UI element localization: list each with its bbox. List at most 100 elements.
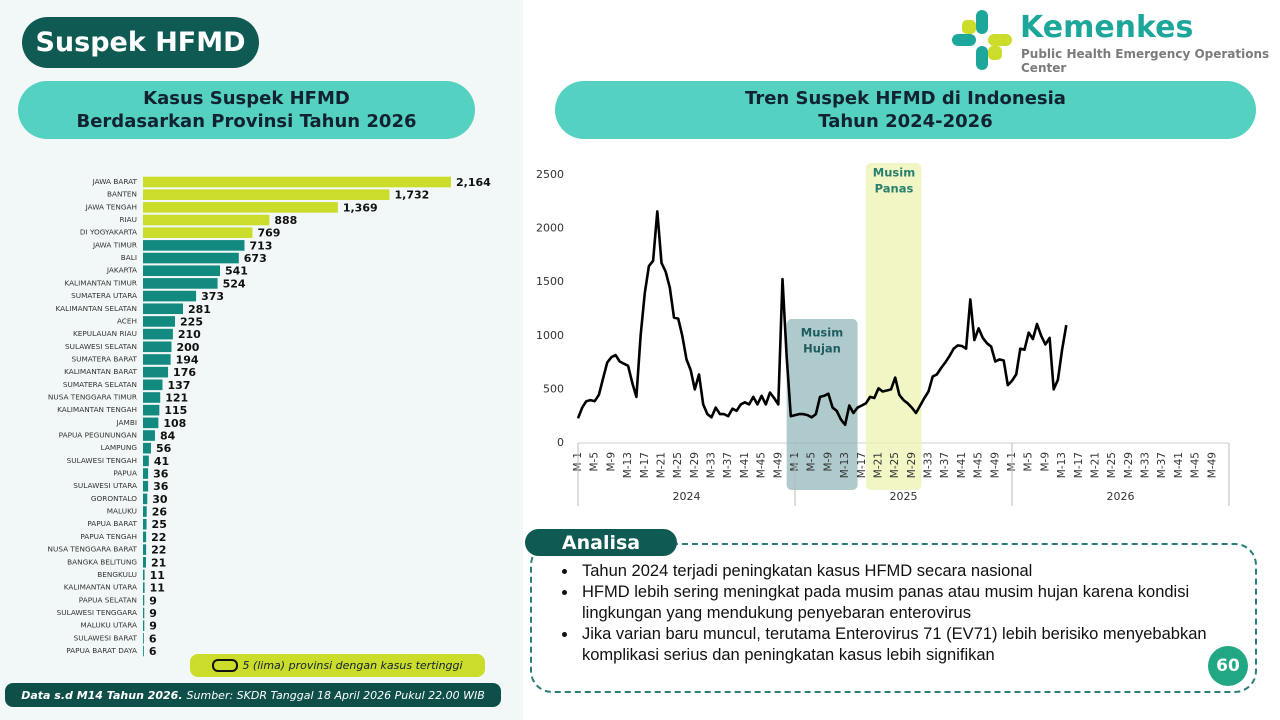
bar bbox=[143, 556, 146, 568]
y-tick-label: 1000 bbox=[536, 329, 564, 342]
x-tick-label: M-25 bbox=[1106, 452, 1118, 478]
x-tick-label: M-37 bbox=[1156, 452, 1168, 478]
category-label: KALIMANTAN SELATAN bbox=[55, 304, 137, 313]
bar bbox=[143, 544, 147, 555]
bar bbox=[143, 227, 253, 239]
x-tick-label: M-9 bbox=[605, 452, 617, 472]
annotation-text: Musim bbox=[801, 326, 843, 340]
category-label: PAPUA SELATAN bbox=[79, 595, 137, 604]
category-label: JAWA BARAT bbox=[92, 177, 138, 186]
analysis-list: Tahun 2024 terjadi peningkatan kasus HFM… bbox=[548, 561, 1250, 666]
x-tick-label: M-41 bbox=[739, 452, 751, 478]
title-line: Tren Suspek HFMD di Indonesia bbox=[745, 88, 1066, 109]
bar bbox=[143, 392, 161, 403]
x-tick-label: M-33 bbox=[706, 452, 718, 478]
x-tick-label: M-9 bbox=[1039, 452, 1051, 472]
x-tick-label: M-9 bbox=[822, 452, 834, 472]
value-label: 115 bbox=[164, 404, 187, 417]
x-tick-label: M-17 bbox=[1073, 452, 1085, 478]
season-band bbox=[865, 163, 922, 490]
group-label: 2024 bbox=[673, 490, 701, 503]
value-label: 541 bbox=[225, 265, 248, 278]
category-label: BALI bbox=[121, 253, 137, 262]
x-tick-label: M-29 bbox=[689, 452, 701, 478]
x-tick-label: M-21 bbox=[872, 452, 884, 478]
bar bbox=[143, 176, 451, 188]
x-tick-label: M-37 bbox=[939, 452, 951, 478]
x-tick-label: M-17 bbox=[856, 452, 868, 478]
title-line: Berdasarkan Provinsi Tahun 2026 bbox=[76, 111, 417, 132]
category-label: PAPUA BARAT bbox=[87, 519, 137, 528]
footnote-text: Sumber: SKDR Tanggal 18 April 2026 Pukul… bbox=[186, 688, 485, 702]
category-label: MALUKU UTARA bbox=[80, 621, 137, 630]
y-tick-label: 2500 bbox=[536, 168, 564, 181]
y-tick-label: 500 bbox=[543, 382, 564, 395]
x-tick-label: M-33 bbox=[1140, 452, 1152, 478]
value-label: 121 bbox=[165, 391, 188, 404]
bar bbox=[143, 417, 159, 429]
x-tick-label: M-5 bbox=[589, 452, 601, 472]
bar bbox=[143, 366, 169, 378]
bar bbox=[143, 455, 149, 467]
bar bbox=[143, 252, 239, 264]
value-label: 6 bbox=[149, 632, 157, 645]
x-tick-label: M-41 bbox=[956, 452, 968, 478]
bar bbox=[143, 341, 172, 353]
analysis-bullet: Jika varian baru muncul, terutama Entero… bbox=[578, 624, 1250, 666]
logo-subtitle: Public Health Emergency Operations Cente… bbox=[1021, 47, 1270, 75]
category-label: JAWA TENGAH bbox=[85, 202, 137, 211]
value-label: 281 bbox=[188, 303, 211, 316]
value-label: 769 bbox=[257, 227, 280, 240]
bar bbox=[143, 189, 390, 200]
category-label: MALUKU bbox=[107, 507, 137, 516]
y-tick-label: 0 bbox=[557, 436, 564, 449]
category-label: KALIMANTAN TIMUR bbox=[64, 278, 137, 287]
category-label: RIAU bbox=[119, 215, 137, 224]
bar bbox=[143, 316, 176, 327]
x-tick-label: M-29 bbox=[906, 452, 918, 478]
value-label: 176 bbox=[173, 366, 196, 379]
page-number: 60 bbox=[1208, 646, 1248, 686]
value-label: 200 bbox=[176, 341, 199, 354]
analysis-bullet: Tahun 2024 terjadi peningkatan kasus HFM… bbox=[578, 561, 1250, 582]
value-label: 524 bbox=[223, 277, 246, 290]
annotation-text: Panas bbox=[875, 182, 914, 196]
bar-chart-title: Kasus Suspek HFMD Berdasarkan Provinsi T… bbox=[18, 81, 475, 139]
line-chart-title: Tren Suspek HFMD di Indonesia Tahun 2024… bbox=[555, 81, 1256, 139]
category-label: PAPUA bbox=[113, 469, 137, 478]
bar bbox=[143, 290, 197, 302]
bar bbox=[143, 202, 338, 213]
x-tick-label: M-33 bbox=[923, 452, 935, 478]
bar bbox=[143, 442, 151, 454]
bar bbox=[143, 506, 147, 517]
value-label: 888 bbox=[274, 214, 297, 227]
bar bbox=[143, 569, 145, 581]
value-label: 26 bbox=[152, 506, 168, 519]
bar bbox=[143, 607, 145, 619]
bar bbox=[143, 303, 183, 315]
y-tick-label: 2000 bbox=[536, 222, 564, 235]
logo-name: Kemenkes bbox=[1020, 10, 1194, 45]
value-label: 9 bbox=[149, 594, 157, 607]
category-label: SUMATERA BARAT bbox=[71, 354, 137, 363]
analysis-box bbox=[530, 543, 1257, 693]
category-label: BENGKULU bbox=[97, 570, 137, 579]
x-tick-label: M-21 bbox=[655, 452, 667, 478]
bar bbox=[143, 354, 171, 365]
bar bbox=[143, 328, 173, 340]
value-label: 9 bbox=[149, 607, 157, 620]
bar bbox=[143, 278, 218, 289]
value-label: 713 bbox=[249, 239, 272, 252]
x-tick-label: M-29 bbox=[1123, 452, 1135, 478]
x-tick-label: M-45 bbox=[1190, 452, 1202, 478]
category-label: PAPUA BARAT DAYA bbox=[66, 646, 137, 655]
x-tick-label: M-49 bbox=[989, 452, 1001, 478]
value-label: 137 bbox=[167, 379, 190, 392]
x-tick-label: M-13 bbox=[622, 452, 634, 478]
title-line: Kasus Suspek HFMD bbox=[143, 88, 350, 109]
x-tick-label: M-49 bbox=[1206, 452, 1218, 478]
x-tick-label: M-21 bbox=[1089, 452, 1101, 478]
category-label: LAMPUNG bbox=[101, 443, 138, 452]
value-label: 11 bbox=[150, 569, 165, 582]
